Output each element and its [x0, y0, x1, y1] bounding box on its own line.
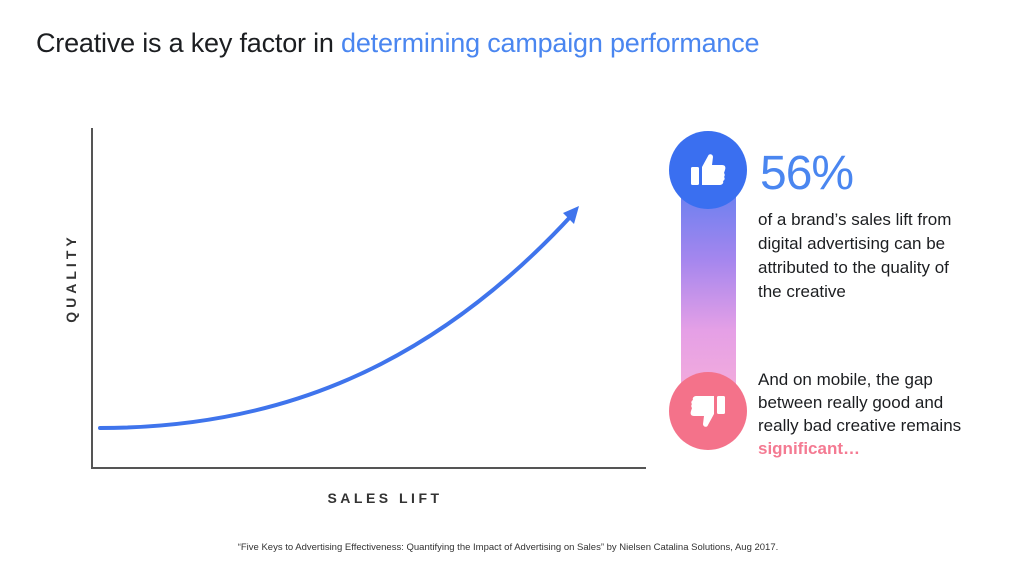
- mobile-gap-text: And on mobile, the gap between really go…: [758, 368, 973, 460]
- source-footnote: “Five Keys to Advertising Effectiveness:…: [237, 542, 779, 553]
- growth-curve: [98, 213, 574, 430]
- thumbs-down-badge: [669, 372, 747, 450]
- mobile-highlight: significant…: [758, 439, 861, 458]
- page-title: Creative is a key factor in determining …: [36, 28, 760, 59]
- thumbs-up-icon: [691, 154, 726, 185]
- stat-value: 56%: [760, 147, 854, 200]
- x-axis-label: SALES LIFT: [327, 490, 443, 506]
- mobile-text: And on mobile, the gap between really go…: [758, 370, 962, 435]
- y-axis-label: QUALITY: [63, 233, 79, 323]
- title-prefix: Creative is a key factor in: [36, 28, 342, 58]
- title-accent: determining campaign performance: [341, 28, 760, 58]
- stat-description: of a brand’s sales lift from digital adv…: [758, 210, 952, 301]
- thumbs-down-icon: [690, 396, 725, 427]
- thumbs-up-badge: [669, 131, 747, 209]
- curve-arrowhead: [563, 206, 579, 224]
